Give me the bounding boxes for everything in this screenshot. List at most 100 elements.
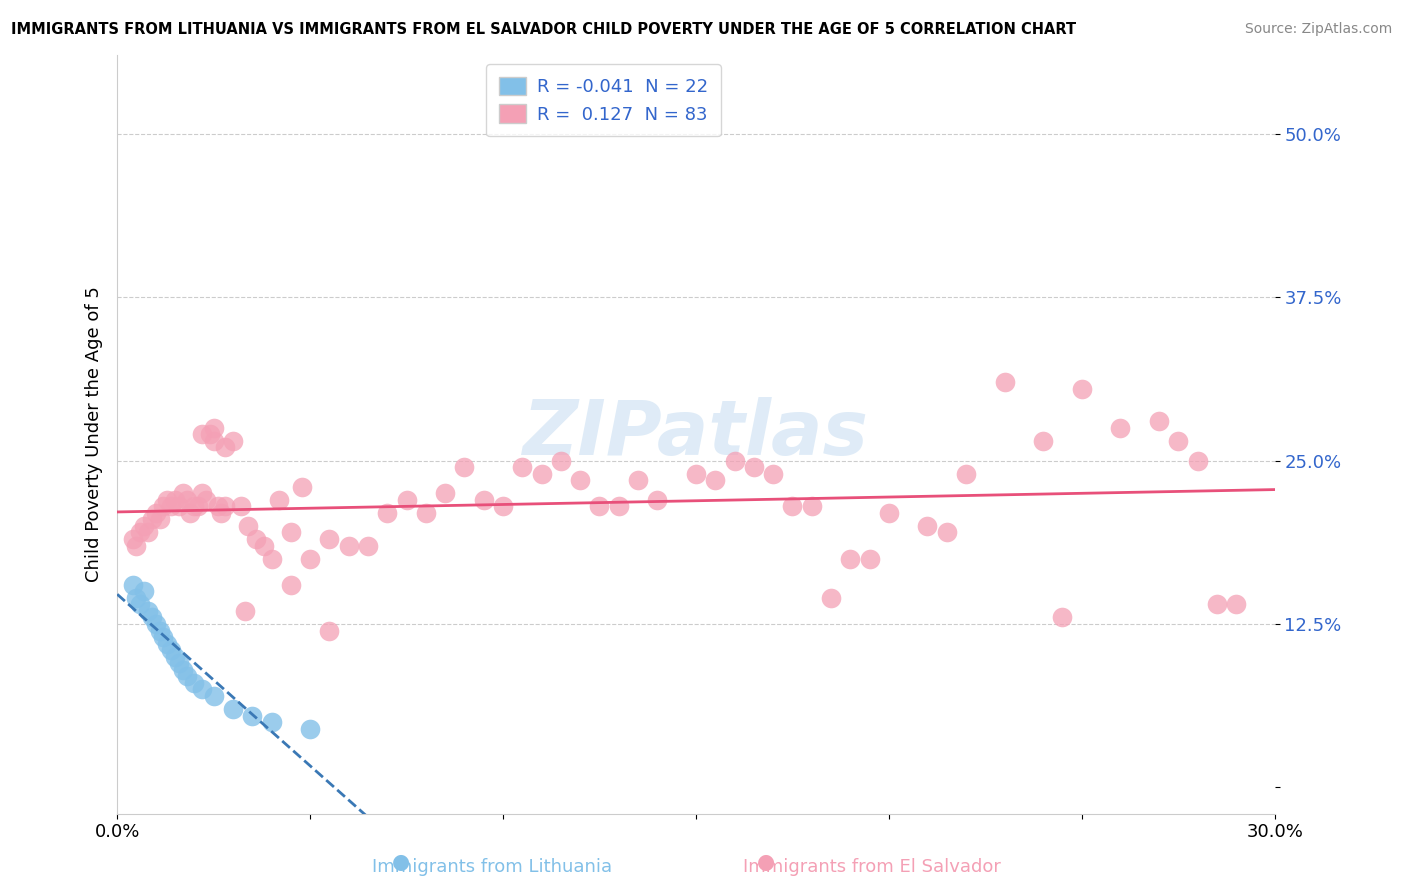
Point xyxy=(183,676,205,690)
Point xyxy=(955,467,977,481)
Text: Immigrants from Lithuania: Immigrants from Lithuania xyxy=(373,858,612,876)
Point xyxy=(191,427,214,442)
Point xyxy=(839,551,862,566)
Point xyxy=(492,500,515,514)
Point xyxy=(121,578,143,592)
Point xyxy=(260,551,283,566)
Point xyxy=(136,525,159,540)
Point xyxy=(209,506,232,520)
Point xyxy=(145,506,167,520)
Point xyxy=(453,460,475,475)
Point xyxy=(395,492,418,507)
Point xyxy=(723,453,745,467)
Point xyxy=(129,525,152,540)
Text: Source: ZipAtlas.com: Source: ZipAtlas.com xyxy=(1244,22,1392,37)
Point xyxy=(141,610,163,624)
Point xyxy=(269,492,291,507)
Point xyxy=(202,434,225,448)
Point xyxy=(685,467,707,481)
Point xyxy=(935,525,957,540)
Point xyxy=(160,500,183,514)
Point xyxy=(291,480,314,494)
Point xyxy=(198,427,221,442)
Point xyxy=(125,591,148,605)
Point xyxy=(167,500,190,514)
Point xyxy=(121,532,143,546)
Point xyxy=(214,500,236,514)
Text: ZIPatlas: ZIPatlas xyxy=(523,397,869,471)
Point xyxy=(800,500,823,514)
Point xyxy=(165,649,187,664)
Point xyxy=(704,473,727,487)
Point xyxy=(152,500,174,514)
Point xyxy=(214,441,236,455)
Point xyxy=(179,506,201,520)
Point xyxy=(415,506,437,520)
Point xyxy=(742,460,765,475)
Point xyxy=(762,467,785,481)
Point xyxy=(245,532,267,546)
Point xyxy=(136,604,159,618)
Point xyxy=(569,473,592,487)
Legend: R = -0.041  N = 22, R =  0.127  N = 83: R = -0.041 N = 22, R = 0.127 N = 83 xyxy=(486,64,720,136)
Point xyxy=(240,708,263,723)
Point xyxy=(994,375,1017,389)
Point xyxy=(156,637,179,651)
Point xyxy=(299,722,322,736)
Point xyxy=(299,551,322,566)
Point xyxy=(134,519,156,533)
Point xyxy=(183,500,205,514)
Point xyxy=(229,500,252,514)
Point xyxy=(510,460,533,475)
Point xyxy=(530,467,553,481)
Point xyxy=(337,539,360,553)
Point xyxy=(129,598,152,612)
Point xyxy=(550,453,572,467)
Point xyxy=(1052,610,1074,624)
Point xyxy=(202,689,225,703)
Point xyxy=(917,519,939,533)
Point xyxy=(176,669,198,683)
Point xyxy=(627,473,650,487)
Point xyxy=(280,578,302,592)
Point xyxy=(165,492,187,507)
Point xyxy=(782,500,804,514)
Point xyxy=(1167,434,1189,448)
Point xyxy=(647,492,669,507)
Point xyxy=(434,486,457,500)
Point xyxy=(125,539,148,553)
Point xyxy=(176,492,198,507)
Point xyxy=(253,539,276,553)
Point xyxy=(149,624,172,638)
Point xyxy=(149,512,172,526)
Point xyxy=(167,657,190,671)
Point xyxy=(134,584,156,599)
Point xyxy=(1225,598,1247,612)
Point xyxy=(1109,421,1132,435)
Point xyxy=(375,506,398,520)
Point xyxy=(1187,453,1209,467)
Point xyxy=(588,500,610,514)
Point xyxy=(1032,434,1054,448)
Point xyxy=(1205,598,1227,612)
Text: IMMIGRANTS FROM LITHUANIA VS IMMIGRANTS FROM EL SALVADOR CHILD POVERTY UNDER THE: IMMIGRANTS FROM LITHUANIA VS IMMIGRANTS … xyxy=(11,22,1077,37)
Point xyxy=(238,519,260,533)
Point xyxy=(357,539,380,553)
Point xyxy=(1070,382,1092,396)
Point xyxy=(607,500,630,514)
Point xyxy=(820,591,842,605)
Point xyxy=(172,663,194,677)
Text: ●: ● xyxy=(392,853,409,872)
Text: Immigrants from El Salvador: Immigrants from El Salvador xyxy=(742,858,1001,876)
Point xyxy=(172,486,194,500)
Point xyxy=(191,682,214,697)
Point xyxy=(318,532,340,546)
Point xyxy=(233,604,256,618)
Point xyxy=(202,421,225,435)
Point xyxy=(160,643,183,657)
Point xyxy=(472,492,495,507)
Point xyxy=(207,500,229,514)
Point xyxy=(141,512,163,526)
Point xyxy=(152,630,174,644)
Point xyxy=(191,486,214,500)
